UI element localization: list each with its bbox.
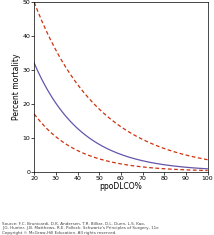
Y-axis label: Percent mortality: Percent mortality: [12, 54, 21, 120]
X-axis label: ppoDLCO%: ppoDLCO%: [100, 182, 142, 191]
Text: Source: F.C. Brunicardi, D.K. Andersen, T.R. Billiar, D.L. Dunn, L.S. Kao,
J.G. : Source: F.C. Brunicardi, D.K. Andersen, …: [2, 222, 159, 235]
